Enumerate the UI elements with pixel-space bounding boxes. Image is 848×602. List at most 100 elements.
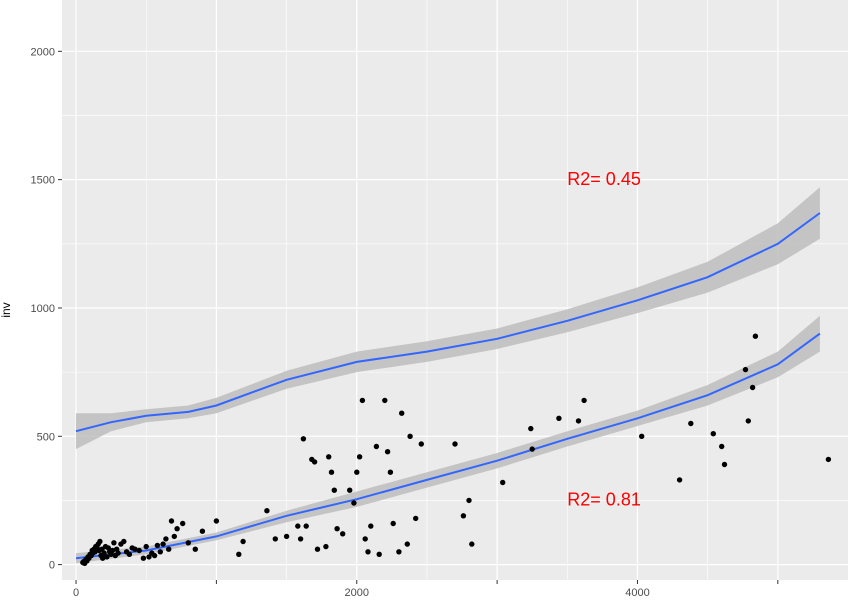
- data-point: [575, 418, 582, 424]
- data-point: [466, 497, 472, 504]
- data-point: [340, 531, 346, 537]
- y-axis-title: inv: [0, 302, 13, 317]
- data-point: [749, 384, 756, 391]
- data-point: [185, 540, 191, 546]
- data-point: [236, 551, 242, 557]
- data-point: [264, 508, 270, 514]
- data-point: [413, 515, 419, 522]
- data-point: [328, 469, 335, 475]
- data-point: [297, 536, 304, 542]
- x-tick-label: 4000: [625, 587, 649, 599]
- data-point: [192, 546, 198, 552]
- data-point: [581, 397, 587, 404]
- data-point: [295, 523, 301, 529]
- r2-upper-annotation: R2= 0.45: [567, 169, 641, 189]
- y-tick-label: 0: [49, 560, 55, 572]
- data-point: [100, 555, 106, 561]
- data-point: [126, 551, 133, 557]
- data-point: [719, 443, 725, 450]
- data-point: [311, 459, 318, 465]
- data-point: [745, 418, 751, 424]
- ribbon-upper: [76, 187, 820, 450]
- data-point: [146, 554, 152, 560]
- y-tick-label: 1000: [31, 303, 55, 315]
- data-point: [351, 500, 357, 506]
- data-point: [676, 477, 683, 483]
- data-point: [180, 520, 186, 527]
- x-tick-label: 0: [73, 587, 79, 599]
- data-point: [710, 431, 716, 437]
- annotations: R2= 0.45 R2= 0.81: [567, 169, 641, 510]
- data-point: [390, 520, 396, 527]
- data-point: [373, 443, 380, 450]
- data-point: [104, 554, 110, 560]
- data-point: [407, 433, 413, 439]
- data-point: [384, 449, 391, 455]
- x-axis-ticks: 0 2000 4000: [73, 580, 779, 599]
- data-point: [143, 543, 149, 550]
- data-point: [240, 538, 246, 545]
- x-tick-label: 2000: [345, 587, 369, 599]
- data-point: [688, 420, 694, 427]
- data-point: [742, 366, 749, 373]
- smooth-line-lower: [75, 332, 821, 560]
- data-point: [136, 547, 142, 554]
- data-point: [163, 536, 169, 542]
- data-point: [529, 446, 535, 452]
- data-point: [272, 536, 278, 542]
- data-point: [460, 513, 467, 519]
- data-point: [111, 540, 117, 546]
- data-point: [418, 441, 424, 447]
- y-tick-label: 1500: [31, 175, 55, 187]
- data-point: [396, 549, 402, 555]
- data-point: [101, 550, 107, 556]
- data-point: [404, 541, 410, 547]
- confidence-ribbons: [76, 187, 820, 564]
- data-point: [160, 541, 166, 547]
- data-point: [528, 425, 534, 432]
- grid-lines: [62, 0, 848, 580]
- data-point: [303, 523, 309, 529]
- y-axis-ticks: 0 500 1000 1500 2000: [31, 46, 62, 572]
- data-point: [121, 538, 127, 545]
- data-point: [354, 469, 360, 475]
- data-point: [387, 469, 394, 475]
- data-point: [300, 436, 307, 442]
- data-point: [500, 479, 506, 486]
- data-point: [326, 454, 332, 460]
- y-tick-label: 500: [37, 431, 55, 443]
- data-point: [109, 547, 116, 554]
- y-tick-label: 2000: [31, 46, 55, 58]
- data-point: [368, 523, 374, 529]
- data-point: [825, 456, 832, 463]
- r2-lower-annotation: R2= 0.81: [567, 490, 641, 510]
- data-point: [174, 526, 180, 532]
- data-point: [323, 543, 329, 550]
- plot-panel: [62, 0, 848, 580]
- data-point: [359, 397, 366, 404]
- data-point: [365, 549, 371, 555]
- data-point: [166, 546, 172, 552]
- data-point: [132, 546, 138, 552]
- data-point: [151, 552, 158, 559]
- data-point: [314, 546, 321, 552]
- data-point: [140, 555, 147, 561]
- data-point: [334, 526, 340, 532]
- data-point: [347, 487, 353, 493]
- data-point: [97, 538, 103, 545]
- data-point: [213, 518, 220, 524]
- data-point: [382, 397, 388, 404]
- smooth-lines: [75, 212, 821, 560]
- smooth-line-upper: [75, 212, 821, 433]
- data-point: [362, 536, 368, 542]
- data-point: [639, 433, 645, 439]
- data-point: [721, 461, 728, 468]
- data-point: [283, 533, 290, 540]
- data-point: [168, 518, 175, 524]
- data-point: [469, 541, 475, 547]
- data-point: [752, 333, 759, 339]
- data-point: [556, 415, 562, 421]
- data-point: [452, 441, 458, 447]
- data-point: [154, 542, 161, 549]
